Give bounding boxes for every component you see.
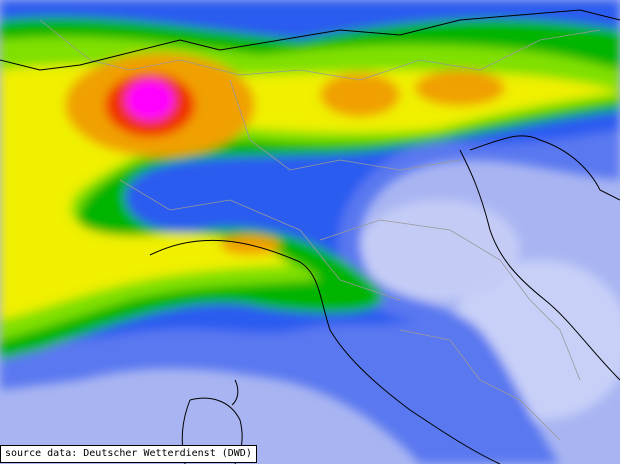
border <box>399 329 561 441</box>
source-label: source data: Deutscher Wetterdienst (DWD… <box>0 445 257 463</box>
coastline <box>149 239 501 464</box>
peak-area <box>126 80 174 120</box>
border <box>39 19 601 81</box>
very-heavy-area <box>415 70 505 106</box>
border <box>229 79 461 171</box>
border <box>319 219 581 381</box>
coastline <box>469 135 620 201</box>
light-area <box>360 200 520 300</box>
borders <box>39 19 601 441</box>
very-heavy-area <box>320 73 400 117</box>
coastlines <box>0 9 620 464</box>
border <box>119 179 401 301</box>
island <box>231 379 239 406</box>
border-line <box>0 9 620 71</box>
coastline <box>459 149 620 381</box>
